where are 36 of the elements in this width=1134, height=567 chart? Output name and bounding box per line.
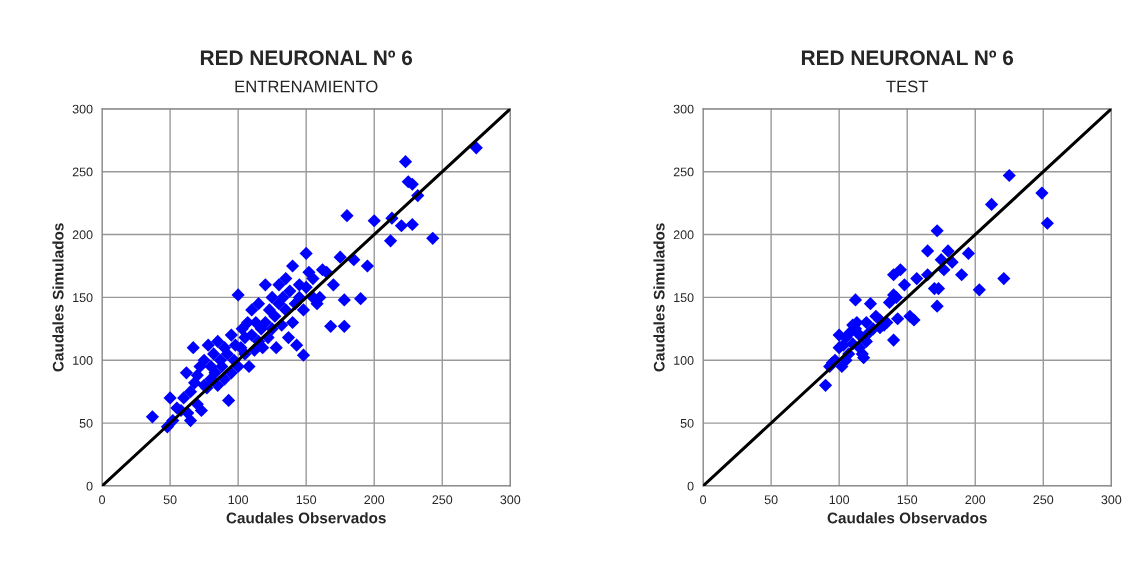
x-axis-title: Caudales Observados	[827, 512, 987, 524]
y-tick-label: 50	[79, 418, 93, 428]
x-tick-label: 250	[1033, 495, 1054, 505]
y-tick-label: 200	[72, 230, 93, 240]
x-tick-label: 0	[700, 495, 707, 505]
y-tick-label: 150	[674, 293, 694, 303]
y-tick-label: 300	[72, 104, 93, 114]
y-tick-label: 200	[673, 230, 694, 240]
x-tick-label: 300	[500, 495, 521, 505]
y-tick-label: 250	[72, 167, 93, 177]
x-tick-label: 100	[829, 495, 850, 505]
chart-subtitle: ENTRENAMIENTO	[235, 80, 378, 93]
x-tick-label: 200	[965, 495, 986, 505]
y-tick-label: 300	[673, 104, 694, 114]
y-axis-title: Caudales Simulados	[653, 223, 665, 372]
chart-title: RED NEURONAL Nº 6	[801, 50, 1014, 66]
y-tick-label: 0	[86, 481, 93, 491]
x-tick-label: 100	[228, 495, 249, 505]
x-tick-label: 200	[364, 495, 385, 505]
x-tick-label: 50	[163, 495, 177, 505]
chart-title: RED NEURONAL Nº 6	[200, 50, 413, 66]
chart-subtitle: TEST	[886, 80, 929, 93]
y-axis-title: Caudales Simulados	[52, 223, 64, 372]
y-tick-label: 0	[687, 481, 694, 491]
x-tick-label: 250	[432, 495, 453, 505]
x-axis-title: Caudales Observados	[226, 512, 386, 524]
y-tick-label: 50	[680, 418, 694, 428]
x-tick-label: 0	[99, 495, 106, 505]
x-tick-label: 150	[296, 495, 317, 505]
x-tick-label: 50	[764, 495, 778, 505]
y-tick-label: 150	[73, 293, 93, 303]
y-tick-label: 100	[674, 356, 694, 365]
x-tick-label: 300	[1101, 495, 1122, 505]
y-tick-label: 250	[673, 167, 694, 177]
y-tick-label: 100	[73, 356, 93, 365]
x-tick-label: 150	[897, 495, 918, 505]
